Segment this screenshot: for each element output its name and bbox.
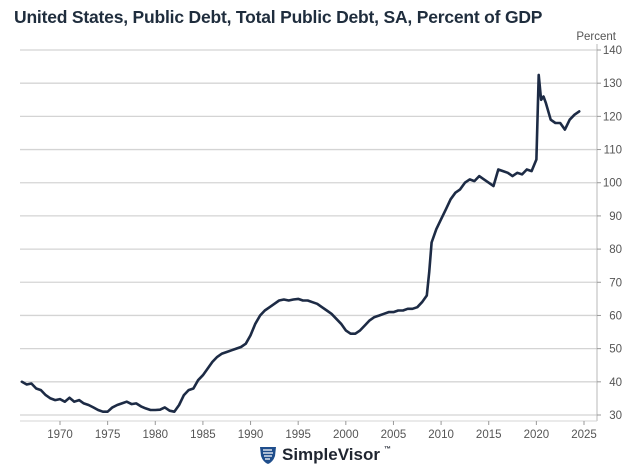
- y-tick-label: 140: [603, 45, 622, 57]
- y-tick-label: 130: [603, 78, 622, 90]
- y-tick-label: 50: [609, 344, 622, 356]
- y-tick-label: 100: [603, 178, 622, 190]
- chart-title: United States, Public Debt, Total Public…: [14, 7, 543, 27]
- x-tick-labels: 1970 1975 1980 1985 1990 1995 2000 2005 2010 2015…: [47, 421, 597, 441]
- y-tick-label: 80: [609, 244, 622, 256]
- y-tick-label: 30: [609, 410, 622, 422]
- brand-logo: SimpleVisor ™: [258, 445, 391, 465]
- x-tick-label: 2000: [333, 429, 359, 441]
- y-tick-label: 110: [604, 145, 622, 157]
- y-tick-label: 120: [603, 111, 622, 123]
- brand-trademark: ™: [383, 445, 391, 453]
- y-tick-label: 90: [609, 211, 622, 223]
- x-tick-label: 1980: [142, 429, 168, 441]
- y-axis-label: Percent: [576, 31, 616, 43]
- x-tick-label: 1985: [190, 429, 216, 441]
- y-tick-label: 40: [609, 377, 622, 389]
- x-tick-label: 1970: [47, 429, 73, 441]
- series-line: [20, 73, 581, 414]
- x-tick-label: 2020: [524, 429, 550, 441]
- shield-lion-icon: [260, 447, 276, 464]
- x-tick-label: 2005: [381, 429, 407, 441]
- x-tick-label: 2015: [476, 429, 502, 441]
- x-tick-label: 1990: [238, 429, 264, 441]
- x-tick-label: 2010: [428, 429, 454, 441]
- y-tick-label: 60: [609, 310, 622, 322]
- x-tick-label: 1995: [285, 429, 311, 441]
- y-tick-labels: 30 40 50 60 70 80 90 100 110 120 130 140: [597, 45, 622, 422]
- axes: [20, 44, 598, 422]
- brand-name: SimpleVisor: [282, 445, 380, 464]
- x-tick-label: 1975: [95, 429, 121, 441]
- gridlines: [20, 49, 597, 416]
- x-tick-label: 2025: [571, 429, 597, 441]
- y-tick-label: 70: [609, 277, 622, 289]
- series-group: [20, 73, 581, 414]
